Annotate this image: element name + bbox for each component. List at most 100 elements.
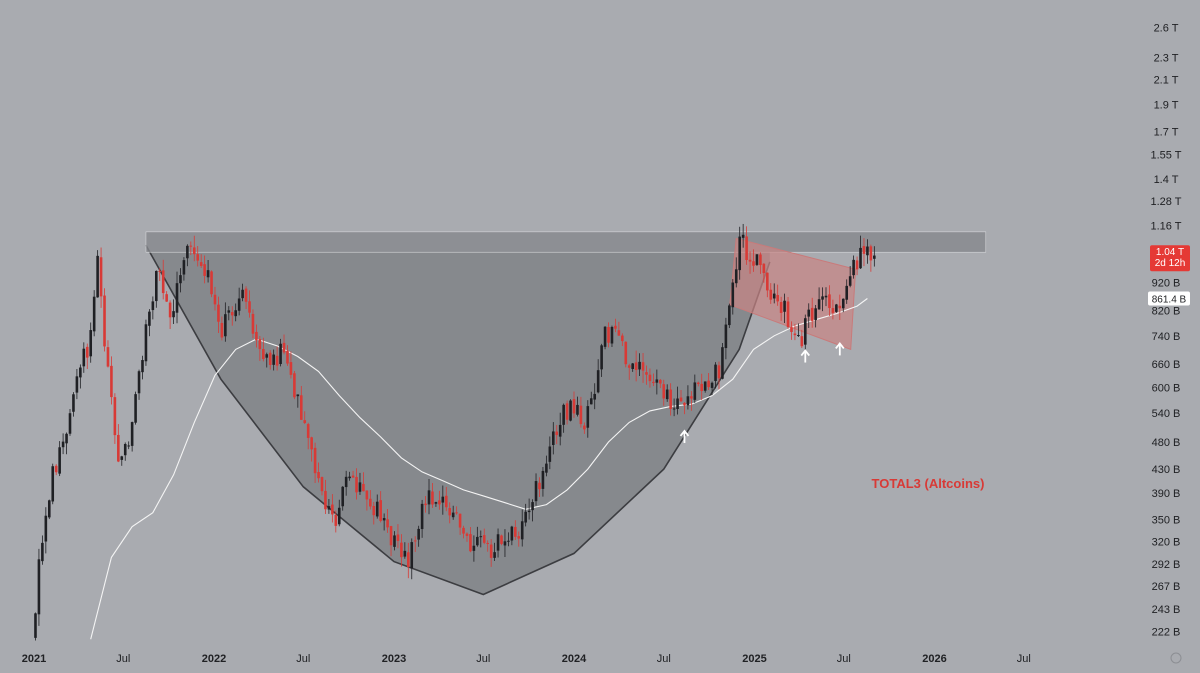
candle[interactable] [786, 297, 790, 329]
candle[interactable] [759, 252, 762, 274]
candle[interactable] [648, 368, 652, 388]
candle[interactable] [296, 394, 300, 408]
candle[interactable] [369, 490, 372, 510]
candle[interactable] [824, 287, 828, 307]
candle[interactable] [451, 505, 455, 520]
candle[interactable] [672, 398, 676, 417]
candle[interactable] [54, 464, 58, 476]
candle[interactable] [279, 338, 282, 367]
candle[interactable] [531, 499, 534, 522]
candle[interactable] [714, 362, 717, 389]
candle[interactable] [479, 530, 483, 548]
candle[interactable] [41, 535, 44, 565]
candle[interactable] [89, 322, 93, 363]
candle[interactable] [686, 385, 690, 410]
candle[interactable] [852, 255, 855, 279]
candle[interactable] [873, 246, 876, 267]
candle[interactable] [431, 483, 434, 508]
candle[interactable] [641, 353, 645, 383]
candle[interactable] [610, 325, 614, 348]
candle[interactable] [168, 300, 172, 330]
candle[interactable] [583, 422, 586, 434]
candle[interactable] [541, 466, 545, 497]
candle[interactable] [838, 294, 842, 320]
candle[interactable] [241, 283, 244, 302]
candle[interactable] [334, 510, 338, 533]
candle[interactable] [331, 494, 334, 523]
candle[interactable] [130, 421, 134, 452]
candle[interactable] [341, 486, 345, 511]
candle[interactable] [458, 513, 462, 535]
candle[interactable] [569, 399, 572, 422]
candle[interactable] [476, 526, 479, 547]
candle[interactable] [306, 422, 310, 450]
candle[interactable] [382, 513, 386, 531]
candle[interactable] [700, 373, 704, 400]
candle[interactable] [103, 288, 106, 352]
candle[interactable] [61, 433, 65, 455]
candle[interactable] [441, 485, 445, 515]
candle[interactable] [469, 526, 472, 553]
candle[interactable] [299, 385, 303, 420]
chart-settings-icon[interactable] [1170, 652, 1182, 664]
candle[interactable] [659, 378, 662, 389]
candle[interactable] [576, 396, 579, 417]
candle[interactable] [220, 316, 224, 341]
candle[interactable] [790, 321, 793, 340]
candle[interactable] [289, 351, 293, 379]
candle[interactable] [638, 353, 641, 376]
candle[interactable] [237, 287, 241, 316]
candle[interactable] [175, 271, 179, 324]
candle[interactable] [227, 306, 231, 321]
candle[interactable] [683, 402, 686, 415]
candle[interactable] [555, 425, 559, 445]
candle[interactable] [717, 361, 721, 390]
candle[interactable] [797, 323, 800, 337]
candle[interactable] [427, 479, 431, 515]
candle[interactable] [293, 370, 296, 400]
candle[interactable] [85, 343, 89, 369]
candle[interactable] [772, 283, 776, 304]
candle[interactable] [165, 291, 168, 302]
candle[interactable] [365, 490, 369, 511]
candle[interactable] [272, 349, 275, 371]
candle[interactable] [327, 499, 331, 514]
candle[interactable] [738, 226, 741, 280]
candle[interactable] [251, 309, 255, 339]
candle[interactable] [113, 393, 117, 444]
candle[interactable] [514, 520, 517, 540]
candle[interactable] [196, 246, 200, 267]
candle[interactable] [393, 531, 396, 551]
candle[interactable] [123, 442, 127, 461]
candle[interactable] [234, 303, 237, 322]
candle[interactable] [75, 368, 79, 400]
candle[interactable] [199, 254, 203, 268]
candle[interactable] [213, 286, 217, 311]
candle[interactable] [172, 299, 175, 324]
candle[interactable] [403, 542, 407, 559]
candle[interactable] [438, 490, 441, 510]
candle[interactable] [579, 396, 583, 428]
candle[interactable] [565, 400, 569, 425]
candle[interactable] [596, 359, 600, 394]
candle[interactable] [286, 345, 289, 366]
candle[interactable] [65, 432, 68, 455]
candle[interactable] [745, 226, 748, 265]
candle[interactable] [351, 470, 355, 478]
candle[interactable] [520, 509, 524, 547]
candle[interactable] [400, 534, 403, 567]
candle[interactable] [800, 329, 804, 349]
candle[interactable] [110, 356, 113, 405]
candle[interactable] [679, 390, 683, 403]
candle[interactable] [141, 355, 144, 380]
candle[interactable] [34, 612, 37, 641]
candle[interactable] [155, 270, 158, 308]
candle[interactable] [379, 491, 382, 523]
candle[interactable] [275, 346, 279, 371]
candle[interactable] [137, 369, 141, 400]
candle[interactable] [389, 525, 393, 557]
candle[interactable] [303, 411, 307, 425]
candle[interactable] [562, 403, 565, 433]
candle[interactable] [645, 365, 648, 385]
candle[interactable] [500, 534, 503, 546]
